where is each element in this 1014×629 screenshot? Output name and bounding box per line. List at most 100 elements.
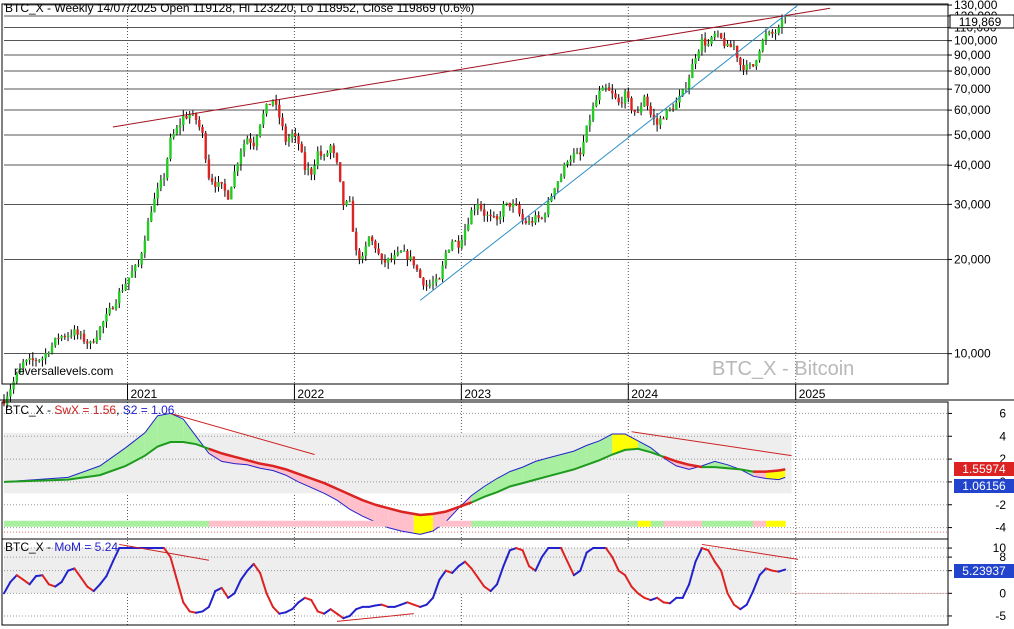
candle-body [390, 258, 393, 260]
mom-line-segment [630, 585, 639, 595]
candle-body [76, 329, 79, 335]
mom-line-segment [41, 574, 50, 586]
candle-body [694, 58, 697, 64]
swx-strip-cell [509, 520, 524, 527]
swx-strip-cell [144, 520, 159, 527]
candle-body [290, 133, 294, 138]
mom-line-segment [662, 601, 671, 605]
candle-body [172, 134, 175, 138]
mom-panel: 10850-5 BTC_X - MoM = 5.24 5.23937 [3, 540, 1014, 623]
candle-body [281, 117, 284, 127]
swx-strip-cell [413, 520, 421, 527]
candle-body [249, 138, 252, 143]
candle-body [767, 31, 771, 34]
swx-strip-cell [612, 520, 626, 527]
price-tick-label: 80,000 [954, 64, 991, 78]
mom-line-segment [617, 569, 627, 577]
candle-body [575, 152, 579, 154]
price-tick-label: 90,000 [954, 48, 991, 62]
candle-body [751, 64, 755, 67]
price-candles [2, 14, 787, 409]
candle-body [748, 64, 752, 66]
candle-body [470, 210, 473, 225]
candle-body [492, 216, 496, 218]
mom-line-segment [348, 608, 358, 617]
candle-body [143, 240, 147, 254]
s2-bear-segment [432, 510, 447, 516]
candle-body [242, 144, 246, 152]
candle-body [310, 168, 313, 175]
mom-line-segment [566, 560, 575, 577]
s2-bear-segment [420, 512, 434, 517]
candle-body [479, 204, 483, 210]
swx-signal-strip [4, 520, 786, 527]
divergence-line [119, 543, 209, 561]
price-gridlines [4, 4, 948, 625]
s2-bear-segment [778, 468, 786, 472]
candle-body [182, 116, 185, 125]
swx-divergence-lines [170, 412, 792, 457]
candle-body [646, 96, 649, 107]
price-tick-label: 130,000 [954, 0, 998, 12]
candle-body [495, 216, 499, 220]
candle-body [422, 277, 425, 286]
mom-line-segment [707, 549, 716, 563]
mom-line-segment [169, 556, 178, 581]
candle-body [771, 31, 774, 34]
mom-line-segment [771, 569, 780, 573]
swx-strip-cell [400, 520, 415, 527]
price-tick-label: 10,000 [954, 347, 991, 361]
mom-line-segment [624, 574, 633, 588]
candle-body [198, 119, 201, 128]
swx-strip-cell [125, 520, 146, 527]
mom-line-segment [291, 601, 300, 611]
candle-body [598, 90, 601, 101]
candle-body [623, 91, 627, 104]
swx-strip-cell [458, 520, 472, 527]
divergence-line [170, 412, 315, 455]
candle-body [431, 282, 435, 285]
candle-body [386, 258, 390, 263]
time-tick-label: 2021 [130, 387, 157, 401]
candle-body [511, 203, 515, 207]
candle-body [332, 145, 335, 154]
candle-body [303, 152, 307, 170]
candle-body [326, 152, 329, 156]
candle-body [284, 126, 287, 142]
mom-line-segment [3, 581, 12, 595]
candle-body [185, 116, 188, 119]
candle-body [476, 204, 480, 210]
mom-line-segment [572, 569, 582, 577]
s2-bear-segment [688, 463, 703, 469]
candle-body [73, 329, 76, 336]
candle-body [300, 143, 303, 153]
candle-body [118, 291, 121, 304]
candle-body [271, 99, 275, 106]
mom-line-segment [534, 556, 543, 572]
candle-body [98, 326, 102, 337]
candle-body [726, 43, 729, 47]
mom-line-segment [355, 605, 364, 611]
mom-line-segment [745, 590, 755, 606]
time-axis: 2021 2022 2023 2024 2025 [126, 384, 826, 401]
candle-body [508, 202, 512, 207]
candle-body [732, 45, 736, 48]
candle-body [467, 224, 470, 230]
candle-body [604, 87, 608, 89]
mom-line-segment [444, 569, 454, 574]
mom-line-segment [246, 562, 255, 572]
candle-body [297, 136, 300, 144]
candle-body [89, 341, 92, 344]
candle-body [188, 114, 191, 119]
candle-body [361, 255, 364, 260]
candle-body [252, 142, 255, 147]
candle-body [95, 336, 99, 343]
candle-body [617, 97, 620, 103]
candle-body [54, 337, 57, 346]
candle-body [396, 252, 399, 256]
mom-line-segment [406, 601, 415, 606]
mom-line-segment [367, 604, 377, 608]
candle-body [70, 335, 73, 337]
swx-fill-segment [298, 473, 312, 488]
